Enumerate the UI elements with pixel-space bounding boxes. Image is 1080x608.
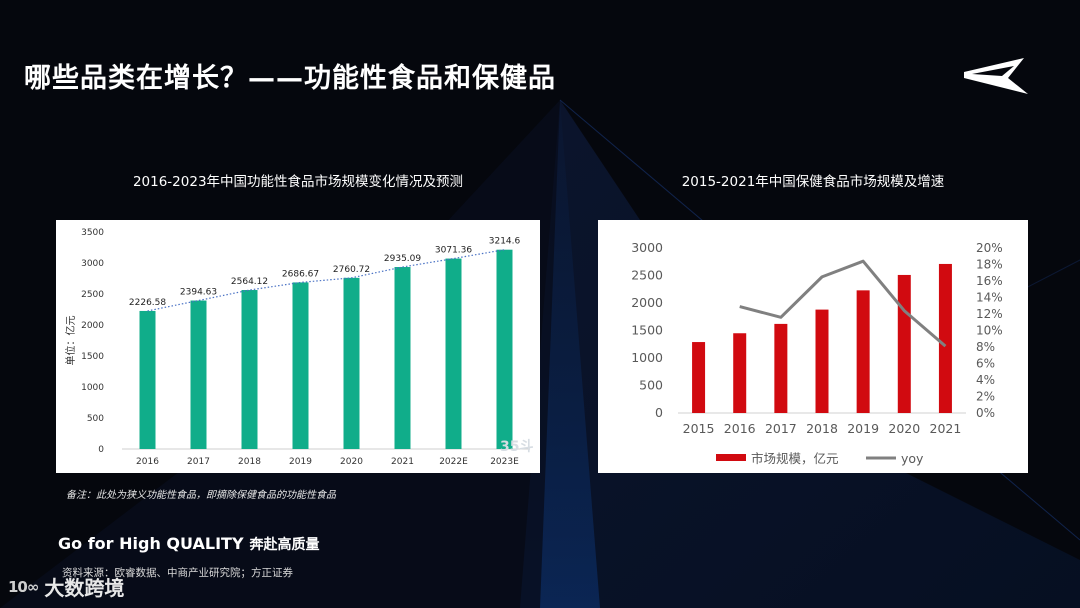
x-tick-label: 2021 <box>391 457 414 467</box>
x-tick-label: 2016 <box>724 421 756 436</box>
y-tick-label: 1500 <box>81 352 104 362</box>
y-tick-label: 2000 <box>631 295 663 310</box>
legend-label: yoy <box>901 451 924 466</box>
x-tick-label: 2023E <box>490 457 519 467</box>
y-tick-label: 2000 <box>81 321 104 331</box>
legend-swatch-bar <box>716 454 746 461</box>
x-tick-label: 2015 <box>683 421 715 436</box>
y2-tick-label: 14% <box>976 291 1003 305</box>
y-tick-label: 3000 <box>631 240 663 255</box>
data-source: 资料来源：欧睿数据、中商产业研究院；方正证券 <box>62 567 293 579</box>
bar <box>190 300 207 449</box>
x-tick-label: 2017 <box>765 421 797 436</box>
functional-food-bar-chart: 0 500 1000 1500 2000 2500 3000 3500 单位：亿元 2226.58… <box>64 228 530 467</box>
y2-tick-label: 10% <box>976 324 1003 338</box>
bar <box>241 290 258 449</box>
y2-tick-label: 0% <box>976 406 995 420</box>
y2-tick-label: 4% <box>976 373 995 387</box>
bar <box>292 282 309 449</box>
legend-label: 市场规模，亿元 <box>751 451 839 466</box>
y-tick-label: 3500 <box>81 228 104 238</box>
x-tick-label: 2020 <box>888 421 920 436</box>
page-title: 哪些品类在增长？——功能性食品和保健品 <box>24 63 556 94</box>
y-axis-label: 单位：亿元 <box>64 316 77 366</box>
y2-tick-label: 12% <box>976 307 1003 321</box>
x-tick-label: 2018 <box>806 421 838 436</box>
y2-tick-label: 20% <box>976 241 1003 255</box>
y2-tick-label: 6% <box>976 357 995 371</box>
y-tick-label: 1000 <box>81 383 104 393</box>
bar <box>856 290 870 413</box>
x-tick-label: 2017 <box>187 457 210 467</box>
y2-tick-label: 2% <box>976 390 995 404</box>
y-tick-label: 1000 <box>631 350 663 365</box>
data-label: 3214.6 <box>489 237 521 247</box>
brand-logo-icon <box>964 58 1028 94</box>
yoy-line <box>739 259 947 348</box>
data-label: 2935.09 <box>384 254 421 264</box>
y-tick-label: 500 <box>87 414 104 424</box>
bar <box>815 309 829 413</box>
data-label: 2760.72 <box>333 265 370 275</box>
footer-logo-mark-icon: 10∞ <box>8 577 39 596</box>
y-tick-label: 500 <box>639 378 663 393</box>
y-tick-label: 0 <box>655 405 663 420</box>
bar <box>897 274 911 413</box>
slogan: Go for High QUALITY 奔赴高质量 <box>58 534 320 554</box>
bar <box>394 267 411 449</box>
bar <box>938 263 952 413</box>
data-label: 2686.67 <box>282 269 319 279</box>
y2-tick-label: 16% <box>976 274 1003 288</box>
bar <box>139 310 156 449</box>
x-tick-label: 2022E <box>439 457 468 467</box>
y-tick-label: 2500 <box>81 290 104 300</box>
y-tick-label: 2500 <box>631 268 663 283</box>
bar <box>343 277 360 449</box>
data-label: 2226.58 <box>129 298 166 308</box>
data-label: 2564.12 <box>231 277 268 287</box>
y-tick-label: 3000 <box>81 259 104 269</box>
trend-line <box>147 249 505 312</box>
y-tick-label: 0 <box>98 445 104 455</box>
y2-tick-label: 8% <box>976 340 995 354</box>
bar <box>774 323 788 413</box>
health-food-chart-panel: 0 500 1000 1500 2000 2500 3000 0% 2% 4% 6% 8% 10% 12%… <box>598 220 1028 473</box>
x-tick-label: 2020 <box>340 457 363 467</box>
y2-tick-label: 18% <box>976 258 1003 272</box>
x-tick-label: 2021 <box>930 421 962 436</box>
footer-logo-text: 大数跨境 <box>44 576 125 600</box>
health-food-combo-chart: 0 500 1000 1500 2000 2500 3000 0% 2% 4% 6% 8% 10% 12%… <box>631 240 1003 466</box>
data-label: 3071.36 <box>435 246 472 256</box>
data-label: 2394.63 <box>180 288 217 298</box>
slogan-en: Go for High QUALITY <box>58 534 244 553</box>
functional-food-chart-panel: 0 500 1000 1500 2000 2500 3000 3500 单位：亿元 2226.58… <box>56 220 540 473</box>
slogan-cn: 奔赴高质量 <box>249 537 320 553</box>
bar <box>496 249 513 449</box>
watermark: 35斗 <box>500 439 534 455</box>
x-tick-label: 2019 <box>847 421 879 436</box>
y-tick-label: 1500 <box>631 323 663 338</box>
chart-note: 备注：此处为狭义功能性食品，即摘除保健食品的功能性食品 <box>66 490 336 501</box>
chart-title-health-food: 2015-2021年中国保健食品市场规模及增速 <box>681 174 945 190</box>
bar <box>733 333 747 413</box>
chart-title-functional-food: 2016-2023年中国功能性食品市场规模变化情况及预测 <box>132 174 464 190</box>
x-tick-label: 2016 <box>136 457 159 467</box>
x-tick-label: 2018 <box>238 457 261 467</box>
bar <box>692 342 706 413</box>
x-tick-label: 2019 <box>289 457 312 467</box>
bar <box>445 258 462 449</box>
footer-logo: 10∞ 大数跨境 <box>8 572 124 601</box>
